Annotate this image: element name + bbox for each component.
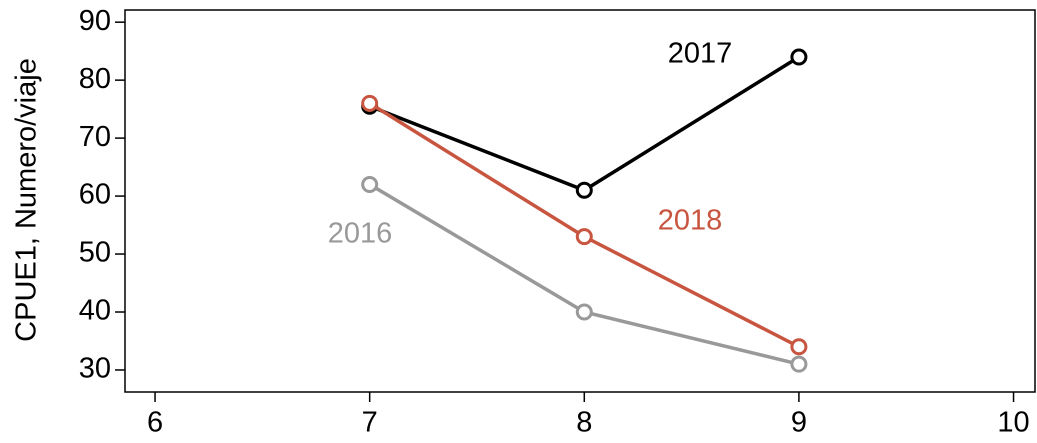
x-tick-label: 9 <box>791 407 807 439</box>
x-tick-label: 8 <box>576 407 592 439</box>
x-tick-label: 10 <box>997 407 1029 439</box>
series-label: 2016 <box>328 218 393 250</box>
y-tick-label: 90 <box>79 5 111 37</box>
point <box>361 175 379 193</box>
y-tick-label: 80 <box>79 63 111 95</box>
y-tick-label: 30 <box>79 353 111 385</box>
plot-frame <box>124 9 1036 393</box>
point <box>790 48 808 66</box>
y-tick-label: 70 <box>79 121 111 153</box>
y-axis-label: CPUE1, Numero/viaje <box>11 58 43 342</box>
series-label: 2017 <box>668 38 733 70</box>
point <box>575 181 593 199</box>
point <box>790 338 808 356</box>
point <box>575 228 593 246</box>
series-line <box>369 55 800 193</box>
series-line <box>368 182 800 366</box>
series-label: 2018 <box>658 205 723 237</box>
point <box>361 94 379 112</box>
y-tick-label: 40 <box>79 295 111 327</box>
x-tick-label: 7 <box>362 407 378 439</box>
y-tick-label: 50 <box>79 237 111 269</box>
x-tick-label: 6 <box>147 407 163 439</box>
y-tick-label: 60 <box>79 179 111 211</box>
point <box>575 303 593 321</box>
point <box>790 355 808 373</box>
